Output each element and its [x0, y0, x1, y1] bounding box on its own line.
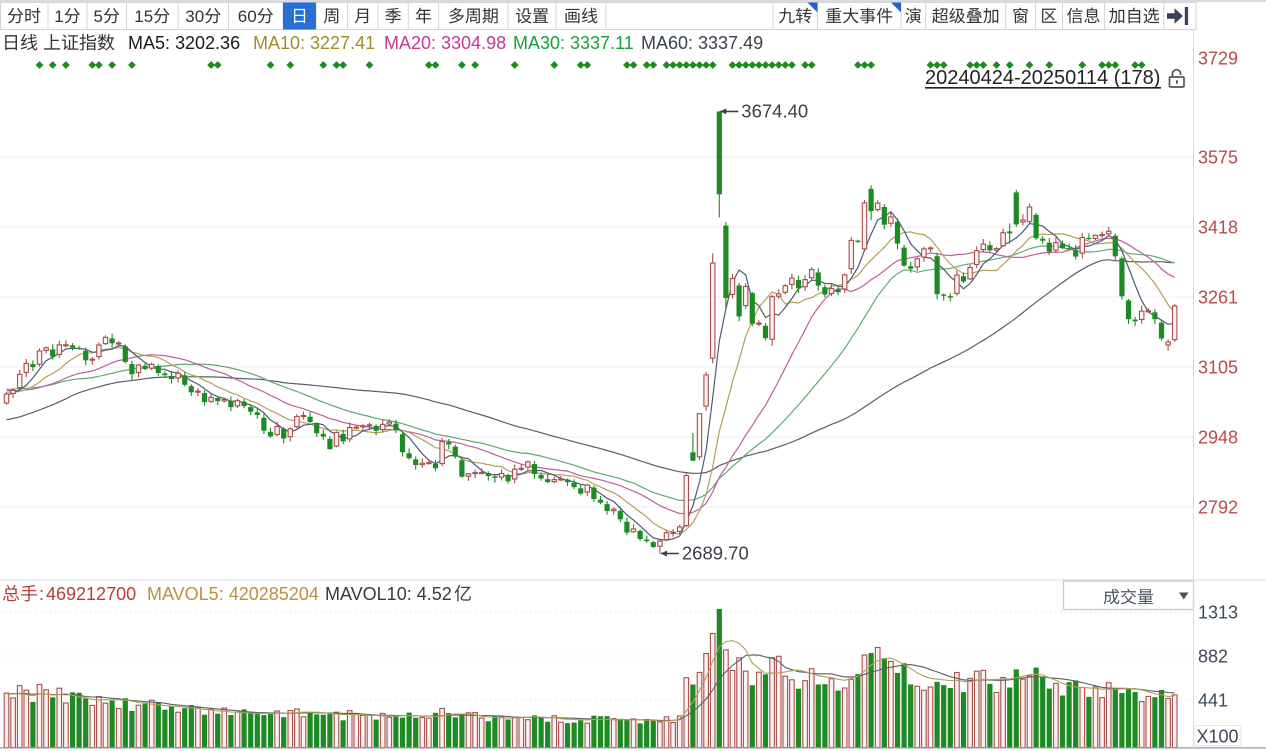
svg-text:MAVOL5: 420285204: MAVOL5: 420285204: [147, 584, 319, 604]
svg-text:MAVOL10: 4.52: MAVOL10: 4.52: [325, 584, 452, 604]
svg-text::: :: [39, 584, 44, 604]
svg-text:MA5: 3202.36: MA5: 3202.36: [128, 33, 240, 53]
svg-text:3418: 3418: [1198, 218, 1238, 238]
svg-text:2948: 2948: [1198, 428, 1238, 448]
svg-text:3729: 3729: [1198, 49, 1238, 69]
svg-text:MA30: 3337.11: MA30: 3337.11: [513, 33, 634, 53]
svg-text:882: 882: [1198, 647, 1228, 667]
svg-text:30: 30: [185, 7, 204, 26]
svg-text:MA20: 3304.98: MA20: 3304.98: [384, 33, 506, 53]
svg-text:3674.40: 3674.40: [741, 100, 808, 121]
svg-text:1: 1: [54, 7, 63, 26]
svg-text:2792: 2792: [1198, 498, 1238, 518]
svg-text:3575: 3575: [1198, 148, 1238, 168]
svg-text:469212700: 469212700: [46, 584, 136, 604]
svg-text:MA10: 3227.41: MA10: 3227.41: [253, 33, 375, 53]
svg-text:5: 5: [94, 7, 103, 26]
svg-text:3261: 3261: [1198, 288, 1238, 308]
svg-text:15: 15: [134, 7, 153, 26]
svg-text:X100: X100: [1197, 727, 1239, 747]
svg-text:2689.70: 2689.70: [682, 542, 749, 563]
svg-text:20240424-20250114 (178): 20240424-20250114 (178): [925, 67, 1160, 89]
svg-text:1313: 1313: [1198, 603, 1238, 623]
svg-text:MA60: 3337.49: MA60: 3337.49: [641, 33, 763, 53]
svg-text:441: 441: [1198, 691, 1228, 711]
svg-text:3105: 3105: [1198, 358, 1238, 378]
svg-text:60: 60: [238, 7, 257, 26]
